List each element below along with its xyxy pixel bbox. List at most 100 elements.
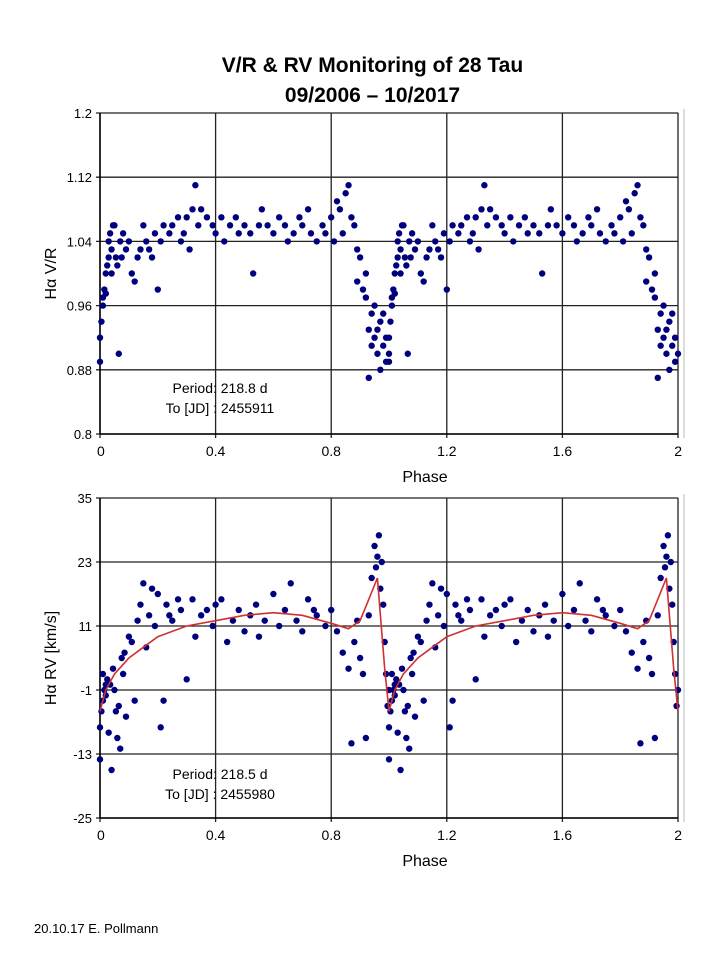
data-point	[666, 366, 673, 373]
data-point	[631, 190, 638, 197]
data-point	[223, 638, 231, 646]
data-point	[524, 606, 531, 614]
x-tick-label: 0.8	[321, 827, 341, 843]
data-point	[434, 612, 442, 619]
data-point	[372, 564, 380, 571]
data-point	[375, 532, 383, 539]
data-point	[380, 601, 387, 608]
data-point	[380, 310, 387, 317]
data-point	[157, 724, 164, 731]
data-point	[400, 686, 407, 694]
x-tick-label: 0.8	[321, 443, 341, 459]
data-point	[637, 214, 644, 221]
data-point	[140, 580, 147, 587]
data-point	[354, 278, 361, 285]
data-point	[408, 230, 416, 237]
x-tick-label: 0	[97, 443, 105, 459]
data-point	[122, 246, 130, 253]
data-point	[380, 342, 387, 349]
data-point	[417, 270, 424, 277]
data-point	[102, 270, 109, 277]
data-point	[365, 612, 372, 619]
y-tick-label: 0.8	[74, 427, 92, 442]
data-point	[426, 246, 433, 253]
data-point	[333, 628, 341, 635]
data-point	[122, 713, 130, 720]
data-point	[96, 334, 104, 341]
data-point	[397, 270, 404, 277]
data-point	[209, 222, 216, 229]
data-point	[559, 230, 566, 237]
data-point	[570, 222, 578, 229]
data-point	[247, 230, 254, 237]
data-point	[270, 590, 277, 598]
data-point	[145, 246, 153, 253]
data-point	[404, 350, 411, 357]
data-point	[661, 564, 669, 571]
x-axis-label: Phase	[402, 469, 447, 486]
data-point	[385, 334, 393, 341]
y-tick-label: 35	[78, 491, 92, 506]
data-point	[143, 238, 150, 245]
data-point	[463, 214, 471, 221]
data-point	[131, 278, 138, 285]
data-point	[137, 601, 144, 608]
plot-area	[99, 112, 679, 435]
data-point	[354, 246, 361, 253]
data-point	[643, 278, 650, 285]
data-point	[365, 326, 372, 333]
data-point	[617, 606, 624, 614]
data-point	[446, 724, 453, 731]
data-point	[398, 665, 406, 672]
data-point	[634, 182, 641, 189]
data-point	[486, 612, 494, 619]
data-point	[622, 628, 630, 635]
data-point	[345, 182, 352, 189]
data-point	[651, 294, 659, 301]
data-point	[119, 670, 127, 678]
x-tick-label: 0.4	[206, 827, 226, 843]
data-point	[423, 617, 430, 624]
data-point	[255, 633, 263, 640]
data-point	[174, 214, 182, 221]
data-point	[241, 628, 248, 635]
data-point	[169, 617, 176, 624]
y-tick-label: 1.2	[74, 106, 92, 121]
data-point	[408, 670, 416, 678]
data-point	[388, 302, 396, 309]
data-point	[134, 617, 141, 624]
data-point	[599, 606, 607, 614]
data-point	[401, 254, 409, 261]
data-point	[249, 270, 257, 277]
data-point	[472, 676, 479, 683]
data-point	[128, 270, 135, 277]
data-point	[313, 238, 320, 245]
data-point	[660, 542, 667, 550]
x-tick-label: 0.4	[206, 443, 226, 459]
data-point	[377, 366, 384, 373]
data-point	[115, 702, 122, 710]
data-point	[410, 649, 417, 656]
data-point	[322, 230, 329, 237]
data-point	[368, 574, 375, 582]
data-point	[449, 697, 456, 704]
data-point	[492, 214, 500, 221]
data-point	[177, 606, 185, 614]
data-point	[330, 238, 338, 245]
data-point	[117, 745, 124, 752]
data-point	[588, 628, 595, 635]
x-tick-label: 1.2	[437, 827, 457, 843]
data-point	[446, 238, 453, 245]
data-point	[414, 633, 422, 640]
data-point	[189, 596, 196, 603]
data-point	[218, 214, 225, 221]
data-point	[197, 206, 205, 213]
data-point	[645, 654, 653, 662]
data-point	[99, 302, 107, 309]
data-point	[573, 238, 581, 245]
data-point	[582, 617, 589, 624]
data-point	[229, 617, 237, 624]
data-point	[385, 350, 393, 357]
data-point	[137, 246, 144, 253]
data-point	[96, 756, 104, 763]
